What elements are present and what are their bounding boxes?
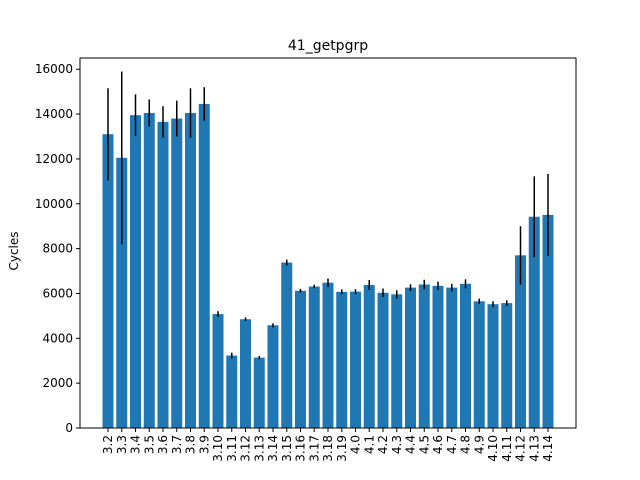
bar-4.8 [460, 283, 471, 428]
x-tick-label: 3.19 [335, 435, 349, 462]
bar-3.11 [226, 355, 238, 428]
plot-frame [79, 57, 577, 429]
bars-group [102, 103, 554, 429]
x-tick-label: 3.18 [321, 435, 335, 462]
bar-3.6 [157, 121, 169, 428]
bar-3.3 [116, 157, 128, 429]
x-tick-label: 3.10 [211, 435, 225, 462]
x-tick-label: 4.11 [500, 435, 514, 462]
x-tick-label: 3.2 [101, 435, 115, 454]
x-tick-label: 4.2 [376, 435, 390, 454]
bar-4.2 [377, 292, 389, 428]
bar-3.12 [240, 319, 251, 428]
x-tick-label: 3.5 [142, 435, 156, 454]
y-tick-label: 8000 [42, 242, 73, 256]
y-tick-label: 2000 [42, 376, 73, 390]
error-bars-group [107, 71, 549, 360]
bar-4.14 [542, 214, 554, 428]
x-tick-label: 3.8 [184, 435, 198, 454]
x-tick-label: 4.5 [417, 435, 431, 454]
bar-4.12 [515, 255, 526, 428]
x-tick-label: 3.15 [280, 435, 294, 462]
y-tick-label: 16000 [35, 62, 73, 76]
x-tick-label: 4.12 [514, 435, 528, 462]
x-tick-label: 4.1 [362, 435, 376, 454]
bar-3.17 [308, 286, 320, 428]
y-axis: 0 2000 4000 6000 8000 10000 12000 14000 16000 [35, 62, 80, 435]
x-tick-label: 3.12 [239, 435, 253, 462]
bar-4.7 [446, 287, 458, 428]
x-tick-label: 4.3 [390, 435, 404, 454]
bar-4.3 [391, 294, 403, 428]
x-tick-label: 3.16 [294, 435, 308, 462]
bar-3.16 [295, 290, 306, 428]
x-tick-label: 4.6 [431, 435, 445, 454]
y-tick-label: 4000 [42, 331, 73, 345]
y-tick-label: 10000 [35, 197, 73, 211]
x-tick-label: 3.11 [225, 435, 239, 462]
x-tick-label: 4.8 [459, 435, 473, 454]
bar-3.15 [281, 262, 293, 428]
x-axis: 3.2 3.3 3.4 3.5 3.6 3.7 3.8 3.9 3.10 3.11 3.12 3.13… [101, 428, 555, 462]
bar-4.9 [473, 301, 485, 428]
bar-4.4 [405, 287, 416, 428]
bar-3.19 [336, 291, 348, 428]
bar-3.9 [198, 103, 210, 428]
bar-4.1 [363, 284, 375, 428]
bar-3.7 [171, 118, 183, 429]
y-tick-label: 6000 [42, 286, 73, 300]
y-tick-label: 12000 [35, 152, 73, 166]
x-tick-label: 3.6 [156, 435, 170, 454]
bar-3.5 [143, 112, 155, 428]
bar-3.13 [253, 357, 265, 428]
bar-4.5 [418, 284, 430, 428]
x-tick-label: 3.7 [170, 435, 184, 454]
x-tick-label: 3.17 [307, 435, 321, 462]
bar-3.8 [185, 112, 196, 428]
x-tick-label: 4.14 [541, 435, 555, 462]
x-tick-label: 4.7 [445, 435, 459, 454]
x-tick-label: 4.4 [404, 435, 418, 454]
x-tick-label: 4.9 [472, 435, 486, 454]
chart-title: 41_getpgrp [288, 38, 368, 54]
bar-4.0 [350, 291, 361, 428]
x-tick-label: 3.4 [129, 435, 143, 454]
x-tick-label: 3.14 [266, 435, 280, 462]
bar-4.6 [432, 285, 444, 428]
x-tick-label: 4.0 [349, 435, 363, 454]
y-tick-label: 14000 [35, 107, 73, 121]
x-tick-label: 3.9 [197, 435, 211, 454]
bar-4.11 [501, 303, 513, 428]
y-tick-label: 0 [65, 421, 73, 435]
y-axis-label: Cycles [7, 231, 21, 270]
x-tick-label: 3.13 [252, 435, 266, 462]
bar-3.10 [212, 314, 224, 428]
bar-4.13 [528, 216, 540, 428]
bar-4.10 [487, 304, 499, 428]
bar-3.14 [267, 325, 279, 428]
x-tick-label: 4.13 [527, 435, 541, 462]
bar-3.18 [322, 282, 334, 428]
bar-3.2 [102, 134, 114, 429]
bar-3.4 [130, 115, 141, 429]
x-tick-label: 3.3 [115, 435, 129, 454]
x-tick-label: 4.10 [486, 435, 500, 462]
